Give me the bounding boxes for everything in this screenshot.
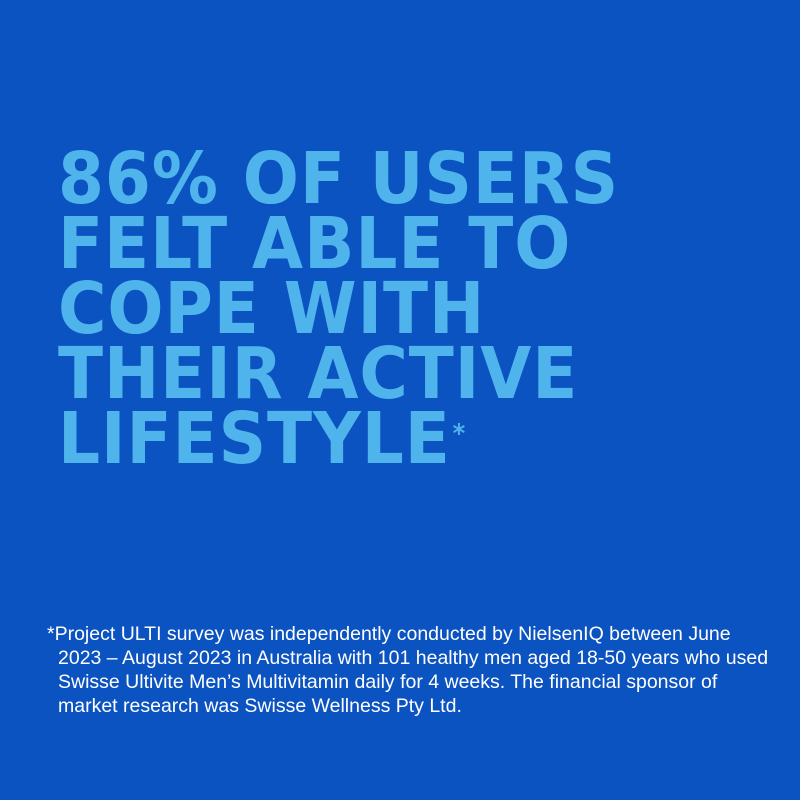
footnote-marker: *: [452, 419, 467, 449]
headline-line-last: LIFESTYLE*: [58, 403, 619, 474]
footnote: *Project ULTI survey was independently c…: [47, 623, 769, 717]
headline-line: THEIR ACTIVE: [58, 332, 579, 415]
headline-line: LIFESTYLE: [58, 397, 451, 480]
headline-line: COPE WITH: [58, 267, 486, 350]
headline-line: 86% OF USERS: [58, 137, 620, 220]
headline-line: FELT ABLE TO: [58, 202, 572, 285]
headline: 86% OF USERS FELT ABLE TO COPE WITH THEI…: [58, 137, 620, 474]
